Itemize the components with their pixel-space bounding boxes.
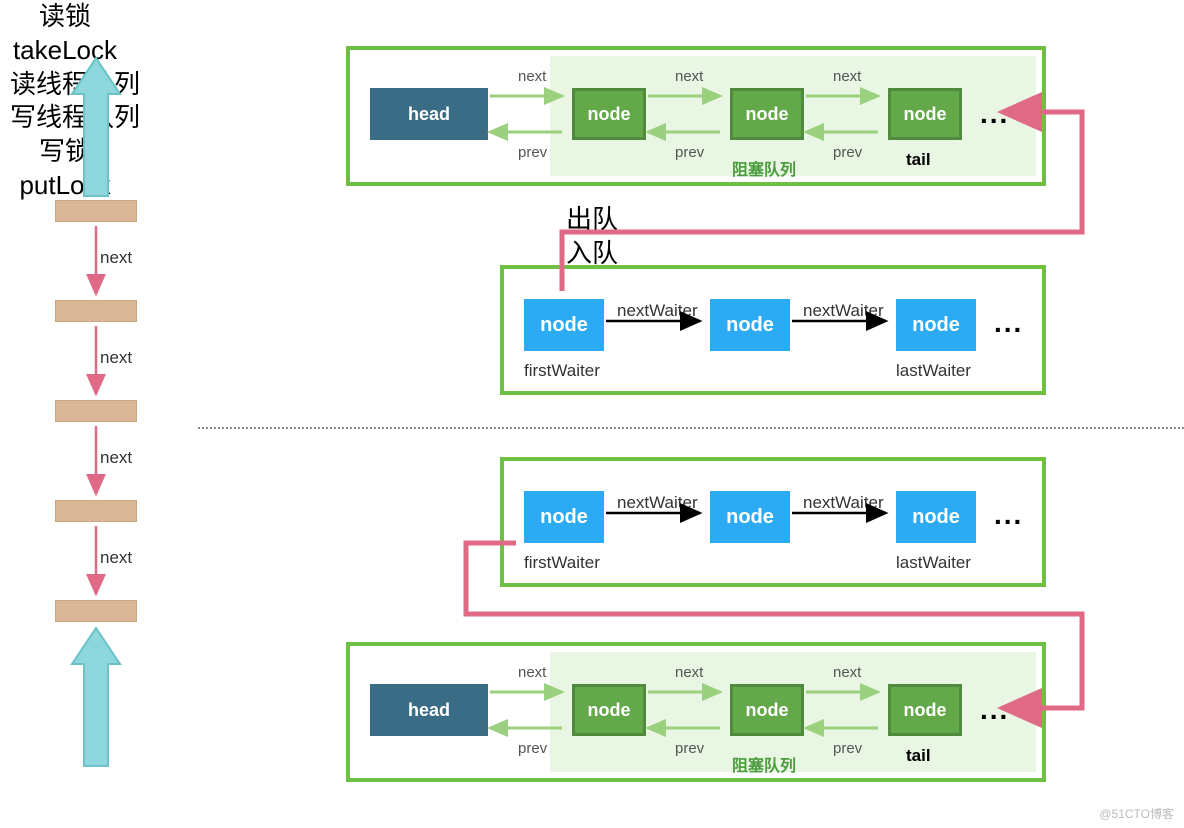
putlock-next-3: next <box>833 664 861 681</box>
putlock-prev-2: prev <box>675 740 704 757</box>
readqueue-fw: firstWaiter <box>524 361 600 381</box>
writequeue-box: node node node nextWaiter nextWaiter fir… <box>500 457 1046 587</box>
takelock-tail: tail <box>906 150 931 170</box>
putlock-dots: ... <box>980 694 1009 726</box>
dequeue-label: 出队 <box>0 203 1184 237</box>
putlock-node-2: node <box>730 684 804 736</box>
takelock-dots: ... <box>980 98 1009 130</box>
divider <box>198 427 1184 429</box>
readqueue-nw-2: nextWaiter <box>803 301 884 321</box>
takelock-prev-1: prev <box>518 144 547 161</box>
putlock-next-2: next <box>675 664 703 681</box>
putlock-tail: tail <box>906 746 931 766</box>
watermark: @51CTO博客 <box>1099 805 1174 822</box>
takelock-box: head node node node next next next prev … <box>346 46 1046 186</box>
takelock-prev-3: prev <box>833 144 862 161</box>
takelock-title: 读锁 takeLock <box>0 0 130 68</box>
takelock-prev-2: prev <box>675 144 704 161</box>
writequeue-fw: firstWaiter <box>524 553 600 573</box>
writequeue-title: 写线程队列 <box>0 101 150 135</box>
putlock-node-3: node <box>888 684 962 736</box>
writequeue-lw: lastWaiter <box>896 553 971 573</box>
readqueue-box: node node node nextWaiter nextWaiter fir… <box>500 265 1046 395</box>
takelock-head: head <box>370 88 488 140</box>
leftcol-next-3: next <box>100 448 132 468</box>
putlock-box: head node node node next next next prev … <box>346 642 1046 782</box>
readqueue-node-1: node <box>524 299 604 351</box>
leftcol-next-2: next <box>100 348 132 368</box>
putlock-node-1: node <box>572 684 646 736</box>
writequeue-dots: ... <box>994 499 1023 531</box>
tan-box-4 <box>55 500 137 522</box>
putlock-prev-3: prev <box>833 740 862 757</box>
writequeue-nw-2: nextWaiter <box>803 493 884 513</box>
putlock-title-line2: putLock <box>19 170 110 200</box>
enqueue-arrow-icon <box>72 628 120 766</box>
writequeue-node-2: node <box>710 491 790 543</box>
takelock-node-2: node <box>730 88 804 140</box>
takelock-next-1: next <box>518 68 546 85</box>
writequeue-node-1: node <box>524 491 604 543</box>
leftcol-next-4: next <box>100 548 132 568</box>
putlock-block-label: 阻塞队列 <box>732 752 796 776</box>
putlock-prev-1: prev <box>518 740 547 757</box>
tan-box-5 <box>55 600 137 622</box>
takelock-block-label: 阻塞队列 <box>732 156 796 180</box>
takelock-node-3: node <box>888 88 962 140</box>
takelock-node-1: node <box>572 88 646 140</box>
tan-box-3 <box>55 400 137 422</box>
readqueue-title: 读线程队列 <box>0 68 150 102</box>
takelock-title-line1: 读锁 <box>39 1 91 31</box>
putlock-head: head <box>370 684 488 736</box>
putlock-title: 写锁 putLock <box>0 135 130 203</box>
readqueue-lw: lastWaiter <box>896 361 971 381</box>
readqueue-node-2: node <box>710 299 790 351</box>
putlock-next-1: next <box>518 664 546 681</box>
readqueue-nw-1: nextWaiter <box>617 301 698 321</box>
tan-box-1 <box>55 200 137 222</box>
takelock-next-2: next <box>675 68 703 85</box>
writequeue-nw-1: nextWaiter <box>617 493 698 513</box>
readqueue-dots: ... <box>994 307 1023 339</box>
takelock-next-3: next <box>833 68 861 85</box>
putlock-title-line1: 写锁 <box>39 136 91 166</box>
readqueue-node-3: node <box>896 299 976 351</box>
leftcol-next-1: next <box>100 248 132 268</box>
writequeue-node-3: node <box>896 491 976 543</box>
tan-box-2 <box>55 300 137 322</box>
diagram-container: 读锁 takeLock head node node node next nex… <box>0 0 1184 828</box>
takelock-title-line2: takeLock <box>13 35 117 65</box>
